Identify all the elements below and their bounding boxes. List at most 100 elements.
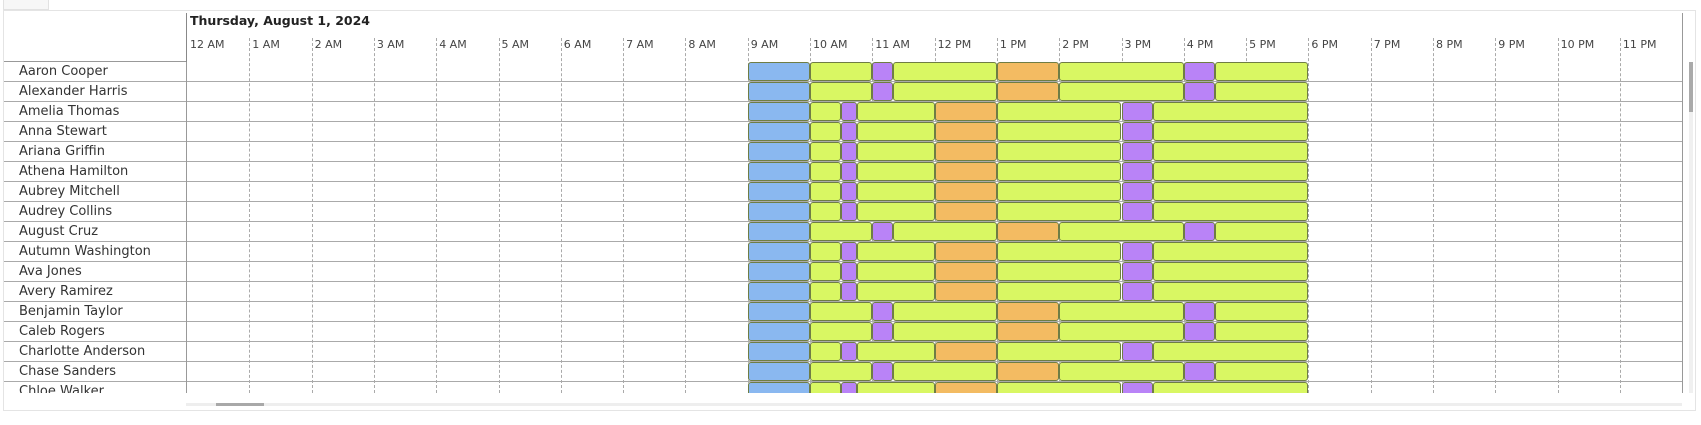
- shift-event-purple[interactable]: [872, 362, 893, 381]
- shift-event-orange[interactable]: [934, 142, 997, 161]
- shift-event-green[interactable]: [856, 262, 935, 281]
- shift-event-blue[interactable]: [747, 302, 810, 321]
- shift-event-purple[interactable]: [841, 142, 857, 161]
- shift-event-green[interactable]: [810, 242, 842, 261]
- horizontal-scrollbar-thumb[interactable]: [216, 403, 264, 406]
- shift-event-purple[interactable]: [872, 62, 893, 81]
- shift-event-green[interactable]: [1059, 62, 1184, 81]
- shift-event-purple[interactable]: [841, 282, 857, 301]
- shift-event-purple[interactable]: [1121, 262, 1153, 281]
- shift-event-green[interactable]: [810, 262, 842, 281]
- horizontal-scrollbar[interactable]: [186, 403, 1682, 406]
- shift-event-orange[interactable]: [934, 202, 997, 221]
- shift-event-green[interactable]: [810, 182, 842, 201]
- shift-event-green[interactable]: [810, 62, 873, 81]
- shift-event-orange[interactable]: [934, 262, 997, 281]
- shift-event-blue[interactable]: [747, 202, 810, 221]
- shift-event-blue[interactable]: [747, 242, 810, 261]
- shift-event-blue[interactable]: [747, 262, 810, 281]
- shift-event-purple[interactable]: [1121, 202, 1153, 221]
- vertical-scrollbar-thumb[interactable]: [1689, 62, 1693, 112]
- shift-event-purple[interactable]: [841, 342, 857, 361]
- shift-event-blue[interactable]: [747, 362, 810, 381]
- shift-event-green[interactable]: [810, 162, 842, 181]
- shift-event-orange[interactable]: [934, 102, 997, 121]
- shift-event-purple[interactable]: [1183, 222, 1215, 241]
- shift-event-green[interactable]: [892, 82, 997, 101]
- shift-event-purple[interactable]: [841, 102, 857, 121]
- shift-event-green[interactable]: [892, 302, 997, 321]
- shift-event-orange[interactable]: [996, 62, 1060, 81]
- shift-event-green[interactable]: [810, 202, 842, 221]
- shift-event-green[interactable]: [1214, 362, 1309, 381]
- shift-event-purple[interactable]: [1121, 342, 1153, 361]
- shift-event-orange[interactable]: [996, 302, 1060, 321]
- shift-event-purple[interactable]: [841, 162, 857, 181]
- shift-event-green[interactable]: [996, 382, 1122, 393]
- shift-event-blue[interactable]: [747, 282, 810, 301]
- shift-event-blue[interactable]: [747, 342, 810, 361]
- shift-event-orange[interactable]: [934, 162, 997, 181]
- shift-event-blue[interactable]: [747, 102, 810, 121]
- shift-event-green[interactable]: [810, 142, 842, 161]
- shift-event-green[interactable]: [1214, 222, 1309, 241]
- shift-event-orange[interactable]: [934, 282, 997, 301]
- shift-event-green[interactable]: [1214, 62, 1309, 81]
- shift-event-green[interactable]: [1059, 322, 1184, 341]
- shift-event-green[interactable]: [1152, 282, 1309, 301]
- shift-event-green[interactable]: [1152, 122, 1309, 141]
- shift-event-purple[interactable]: [872, 222, 893, 241]
- shift-event-green[interactable]: [1152, 102, 1309, 121]
- shift-event-green[interactable]: [996, 102, 1122, 121]
- shift-event-green[interactable]: [1152, 202, 1309, 221]
- shift-event-purple[interactable]: [1183, 362, 1215, 381]
- shift-event-green[interactable]: [856, 242, 935, 261]
- shift-event-purple[interactable]: [841, 382, 857, 393]
- shift-event-purple[interactable]: [1121, 182, 1153, 201]
- shift-event-purple[interactable]: [872, 322, 893, 341]
- shift-event-green[interactable]: [810, 302, 873, 321]
- shift-event-blue[interactable]: [747, 62, 810, 81]
- shift-event-purple[interactable]: [1183, 82, 1215, 101]
- shift-event-green[interactable]: [996, 122, 1122, 141]
- shift-event-green[interactable]: [1152, 382, 1309, 393]
- shift-event-green[interactable]: [856, 282, 935, 301]
- shift-event-purple[interactable]: [1183, 322, 1215, 341]
- vertical-scrollbar[interactable]: [1689, 62, 1693, 393]
- shift-event-purple[interactable]: [872, 302, 893, 321]
- shift-event-orange[interactable]: [934, 342, 997, 361]
- shift-event-green[interactable]: [1059, 362, 1184, 381]
- shift-event-green[interactable]: [810, 322, 873, 341]
- shift-event-green[interactable]: [810, 122, 842, 141]
- shift-event-green[interactable]: [810, 342, 842, 361]
- shift-event-green[interactable]: [856, 162, 935, 181]
- shift-event-green[interactable]: [1214, 82, 1309, 101]
- shift-event-purple[interactable]: [1121, 282, 1153, 301]
- shift-event-purple[interactable]: [1121, 162, 1153, 181]
- shift-event-orange[interactable]: [934, 182, 997, 201]
- shift-event-blue[interactable]: [747, 82, 810, 101]
- shift-event-purple[interactable]: [872, 82, 893, 101]
- shift-event-orange[interactable]: [996, 322, 1060, 341]
- shift-event-green[interactable]: [892, 62, 997, 81]
- shift-event-purple[interactable]: [1121, 382, 1153, 393]
- shift-event-green[interactable]: [1214, 302, 1309, 321]
- shift-event-orange[interactable]: [934, 122, 997, 141]
- shift-event-orange[interactable]: [934, 382, 997, 393]
- shift-event-green[interactable]: [856, 342, 935, 361]
- shift-event-purple[interactable]: [1121, 122, 1153, 141]
- shift-event-orange[interactable]: [996, 222, 1060, 241]
- shift-event-purple[interactable]: [1183, 302, 1215, 321]
- shift-event-blue[interactable]: [747, 122, 810, 141]
- shift-event-green[interactable]: [810, 102, 842, 121]
- shift-event-green[interactable]: [810, 382, 842, 393]
- shift-event-green[interactable]: [856, 142, 935, 161]
- shift-event-blue[interactable]: [747, 322, 810, 341]
- shift-event-green[interactable]: [996, 342, 1122, 361]
- shift-event-purple[interactable]: [841, 262, 857, 281]
- shift-event-green[interactable]: [996, 142, 1122, 161]
- shift-event-green[interactable]: [1059, 302, 1184, 321]
- shift-event-purple[interactable]: [1121, 242, 1153, 261]
- shift-event-purple[interactable]: [1121, 142, 1153, 161]
- shift-event-green[interactable]: [996, 282, 1122, 301]
